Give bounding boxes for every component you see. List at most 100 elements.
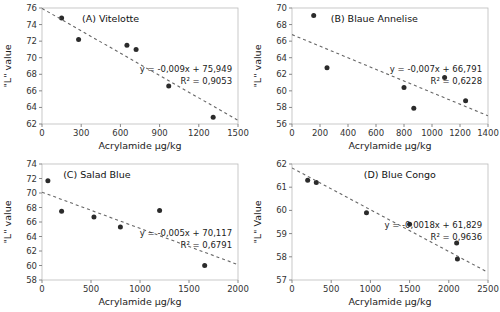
y-tick [39, 107, 42, 108]
x-tick [404, 124, 405, 127]
point [91, 214, 96, 219]
y-tick [289, 90, 292, 91]
point [455, 257, 460, 262]
y-tick-label: 62 [26, 246, 37, 256]
y-tick [39, 24, 42, 25]
x-tick [376, 124, 377, 127]
x-axis-label: Acrylamide μg/kg [98, 296, 181, 307]
y-tick-label: 70 [276, 3, 287, 13]
y-axis-label: "L" value [2, 44, 13, 87]
x-tick [488, 124, 489, 127]
x-tick [120, 124, 121, 127]
y-tick-label: 66 [276, 36, 287, 46]
x-tick [409, 280, 410, 283]
x-tick [198, 124, 199, 127]
y-tick [39, 41, 42, 42]
y-tick [39, 280, 42, 281]
plot-area [42, 8, 238, 124]
x-tick-label: 2000 [227, 284, 249, 294]
y-tick [289, 24, 292, 25]
trend-line [42, 192, 238, 265]
x-tick [140, 280, 141, 283]
point [124, 43, 129, 48]
y-tick-label: 70 [26, 188, 37, 198]
x-tick-label: 2000 [438, 284, 460, 294]
panel: 0200400600800100012001400565860626466687… [252, 3, 499, 151]
y-tick [289, 124, 292, 125]
annotation: y = -0,005x + 70,117 [140, 228, 232, 238]
y-tick [39, 222, 42, 223]
x-tick-label: 1500 [227, 128, 249, 138]
x-tick [460, 124, 461, 127]
x-tick-label: 1500 [178, 284, 200, 294]
trend-line [292, 168, 488, 272]
x-tick [320, 124, 321, 127]
y-tick [39, 90, 42, 91]
y-tick-label: 72 [26, 36, 37, 46]
point [311, 13, 316, 18]
y-tick [39, 178, 42, 179]
point [325, 65, 330, 70]
y-tick-label: 62 [276, 69, 287, 79]
y-axis-label: "L" Value [252, 200, 263, 243]
y-tick [289, 280, 292, 281]
x-tick [91, 280, 92, 283]
y-tick-label: 74 [26, 20, 37, 30]
y-tick [39, 124, 42, 125]
x-tick-label: 200 [312, 128, 328, 138]
point [402, 85, 407, 90]
y-tick [39, 251, 42, 252]
y-tick [289, 57, 292, 58]
x-tick-label: 900 [151, 128, 167, 138]
y-tick [289, 41, 292, 42]
data-layer [42, 8, 238, 120]
y-tick-label: 74 [26, 159, 37, 169]
annotation: y = -0,009x + 75,949 [140, 64, 232, 74]
data-layer [292, 13, 488, 116]
x-tick [488, 280, 489, 283]
y-tick-label: 58 [26, 275, 37, 285]
y-tick-label: 57 [276, 275, 287, 285]
panel-title: (D) Blue Congo [364, 169, 436, 180]
x-tick [331, 280, 332, 283]
point [314, 180, 319, 185]
x-tick-label: 1200 [449, 128, 471, 138]
y-tick [289, 210, 292, 211]
x-axis-label: Acrylamide μg/kg [348, 140, 431, 151]
y-axis-label: "L" value [2, 200, 13, 243]
panel: 0300600900120015006264666870727476Acryla… [2, 3, 249, 151]
x-tick [448, 280, 449, 283]
y-tick [39, 207, 42, 208]
x-axis-label: Acrylamide μg/kg [348, 296, 431, 307]
annotation: R² = 0,6228 [431, 76, 483, 86]
y-tick-label: 62 [26, 119, 37, 129]
y-tick-label: 59 [276, 229, 287, 239]
x-tick-label: 0 [39, 128, 44, 138]
y-tick-label: 68 [276, 20, 287, 30]
x-tick [348, 124, 349, 127]
x-tick-label: 0 [39, 284, 44, 294]
y-tick-label: 60 [276, 205, 287, 215]
point [305, 178, 310, 183]
plot-area [292, 164, 488, 280]
y-tick [39, 193, 42, 194]
x-tick [238, 280, 239, 283]
y-tick [289, 107, 292, 108]
panel-title: (C) Salad Blue [63, 169, 131, 180]
y-tick-label: 58 [276, 252, 287, 262]
point [59, 15, 64, 20]
figure: 0300600900120015006264666870727476Acryla… [0, 0, 500, 312]
x-axis-label: Acrylamide μg/kg [98, 140, 181, 151]
x-tick-label: 500 [83, 284, 99, 294]
y-tick-label: 56 [276, 119, 287, 129]
panel-title: (B) Blaue Annelise [331, 13, 418, 24]
x-tick-label: 600 [368, 128, 384, 138]
plot-area [292, 8, 488, 124]
y-tick [39, 57, 42, 58]
y-tick-label: 72 [26, 174, 37, 184]
y-tick-label: 70 [26, 53, 37, 63]
x-tick-label: 1500 [399, 284, 421, 294]
point [157, 208, 162, 213]
point [45, 178, 50, 183]
point [59, 209, 64, 214]
